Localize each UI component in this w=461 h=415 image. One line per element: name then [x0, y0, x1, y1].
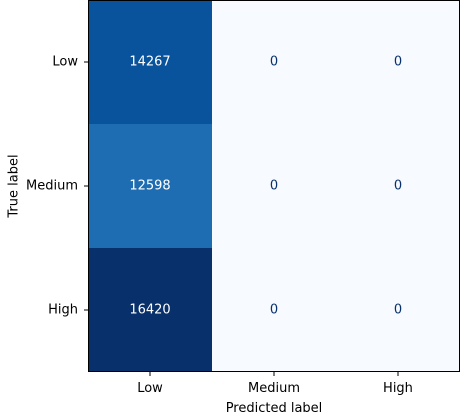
x-tick-label: Low	[137, 381, 163, 396]
matrix-cell	[212, 124, 336, 248]
matrix-cell	[88, 248, 212, 372]
cell-value-label: 14267	[129, 55, 170, 70]
cell-value-label: 0	[270, 179, 278, 194]
matrix-cell	[212, 248, 336, 372]
matrix-cell	[88, 124, 212, 248]
cell-value-label: 0	[270, 303, 278, 318]
y-tick-label: Medium	[26, 179, 78, 194]
y-tick-label: Low	[52, 55, 78, 70]
cells-layer: 14267 0 0 12598 0 0 16420 0 0	[88, 0, 460, 372]
y-tick-label: High	[48, 303, 78, 318]
cell-value-label: 16420	[129, 303, 170, 318]
matrix-cell	[88, 0, 212, 124]
y-axis-label: True label	[7, 154, 22, 218]
plot-frame	[88, 0, 460, 372]
ticks-layer: Low Medium High Low Medium High	[26, 55, 413, 397]
cell-value-label: 0	[394, 179, 402, 194]
matrix-cell	[336, 248, 460, 372]
x-axis-label: Predicted label	[226, 401, 323, 415]
cell-value-label: 0	[394, 303, 402, 318]
cell-value-label: 0	[270, 55, 278, 70]
x-tick-label: High	[383, 381, 413, 396]
x-tick-label: Medium	[248, 381, 300, 396]
matrix-cell	[212, 0, 336, 124]
matrix-cell	[336, 124, 460, 248]
cell-value-label: 12598	[129, 179, 170, 194]
matrix-cell	[336, 0, 460, 124]
cell-value-label: 0	[394, 55, 402, 70]
